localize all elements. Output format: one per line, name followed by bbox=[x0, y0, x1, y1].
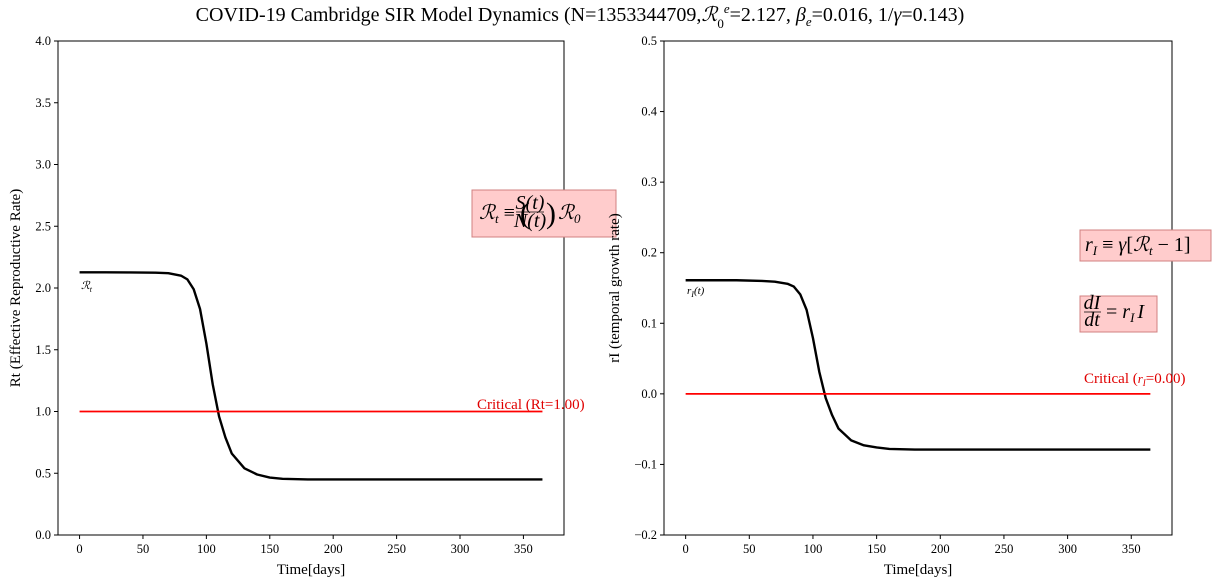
ri-x-tick-label: 150 bbox=[867, 542, 886, 556]
ri-y-tick-label: −0.1 bbox=[634, 457, 657, 471]
ri-curve-label: rI(t) bbox=[687, 285, 705, 299]
ri-axes-frame bbox=[663, 40, 1173, 536]
ri-x-tick-label: 250 bbox=[995, 542, 1014, 556]
rt-y-tick-label: 1.5 bbox=[35, 343, 51, 357]
figure-title: COVID-19 Cambridge SIR Model Dynamics (N… bbox=[196, 1, 965, 31]
rt-formula-denominator: N(t) bbox=[513, 210, 547, 232]
rt-axes-frame bbox=[57, 40, 565, 536]
ri-y-tick-label: −0.2 bbox=[634, 528, 657, 542]
ri-formula-box-2: dI dt = rI I bbox=[1079, 292, 1158, 333]
ri-x-tick-label: 200 bbox=[931, 542, 950, 556]
ri-formula-box-1-bg bbox=[1079, 229, 1212, 262]
ri-x-tick-label: 100 bbox=[804, 542, 823, 556]
ri-y-tick-label: 0.1 bbox=[641, 316, 657, 330]
rt-x-tick-label: 250 bbox=[387, 542, 406, 556]
rt-y-tick-label: 0.5 bbox=[35, 466, 51, 480]
rt-x-tick-label: 150 bbox=[260, 542, 279, 556]
ri-formula-1-text: rI ≡ γ[ℛt − 1] bbox=[1085, 234, 1191, 258]
rt-x-tick-label: 0 bbox=[76, 542, 82, 556]
ri-y-tick-label: 0.3 bbox=[641, 175, 657, 189]
rt-x-tick-label: 200 bbox=[324, 542, 343, 556]
rt-y-ticks: 0.0 0.5 1.0 1.5 2.0 2.5 3.0 3.5 4.0 bbox=[35, 34, 58, 542]
rt-y-tick-label: 3.5 bbox=[35, 96, 51, 110]
rt-formula-tail: ) ℛ0 bbox=[546, 197, 581, 230]
rt-panel: 0 50 100 150 200 250 300 350 0.0 0.5 1.0 1.5 2.0 2.5… bbox=[8, 34, 617, 578]
ri-y-axis-label: rI (temporal growth rate) bbox=[607, 213, 623, 363]
ri-y-tick-label: 0.4 bbox=[641, 105, 657, 119]
ri-formula-2-numerator: dI bbox=[1084, 292, 1102, 314]
rt-y-axis-label: Rt (Effective Reproductive Rate) bbox=[8, 189, 24, 387]
ri-series bbox=[685, 279, 1151, 451]
ri-panel: 0 50 100 150 200 250 300 350 −0.2 −0.1 0.0 0.1 0.2 0… bbox=[607, 34, 1212, 578]
ri-y-tick-label: 0.2 bbox=[641, 246, 657, 260]
rt-y-tick-label: 2.0 bbox=[35, 281, 51, 295]
rt-y-tick-label: 4.0 bbox=[35, 34, 51, 48]
rt-formula-numerator: S(t) bbox=[516, 192, 545, 214]
rt-y-tick-label: 3.0 bbox=[35, 158, 51, 172]
rt-x-ticks: 0 50 100 150 200 250 300 350 bbox=[76, 535, 533, 556]
rt-curve-label: ℛt bbox=[81, 280, 93, 294]
rt-y-tick-label: 2.5 bbox=[35, 219, 51, 233]
ri-x-tick-label: 300 bbox=[1058, 542, 1077, 556]
ri-x-axis-label: Time[days] bbox=[884, 562, 953, 578]
rt-curve-line bbox=[79, 271, 543, 481]
ri-y-tick-label: 0.0 bbox=[641, 387, 657, 401]
rt-x-tick-label: 350 bbox=[514, 542, 533, 556]
ri-y-ticks: −0.2 −0.1 0.0 0.1 0.2 0.3 0.4 0.5 bbox=[634, 34, 664, 542]
ri-formula-2-denominator: dt bbox=[1084, 309, 1100, 331]
rt-x-tick-label: 300 bbox=[451, 542, 470, 556]
ri-x-ticks: 0 50 100 150 200 250 300 350 bbox=[683, 535, 1141, 556]
ri-x-tick-label: 50 bbox=[743, 542, 756, 556]
rt-formula-box: ℛt ≡ ( S(t) N(t) ) ℛ0 bbox=[471, 189, 617, 238]
ri-formula-box-2-bg bbox=[1079, 295, 1158, 333]
rt-x-tick-label: 100 bbox=[197, 542, 216, 556]
rt-critical-label: Critical (Rt=1.00) bbox=[477, 397, 585, 413]
rt-x-tick-label: 50 bbox=[137, 542, 150, 556]
rt-x-axis-label: Time[days] bbox=[277, 562, 346, 578]
ri-x-tick-label: 350 bbox=[1122, 542, 1141, 556]
ri-critical-label: Critical (rI=0.00) bbox=[1084, 371, 1186, 388]
rt-y-tick-label: 1.0 bbox=[35, 405, 51, 419]
ri-formula-2-rhs: = rI I bbox=[1106, 301, 1145, 325]
rt-series bbox=[79, 271, 543, 481]
rt-formula-box-bg bbox=[471, 189, 617, 238]
ri-y-tick-label: 0.5 bbox=[641, 34, 657, 48]
ri-formula-box-1: rI ≡ γ[ℛt − 1] bbox=[1079, 229, 1212, 262]
ri-x-tick-label: 0 bbox=[683, 542, 689, 556]
ri-curve-line bbox=[685, 279, 1151, 451]
rt-y-tick-label: 0.0 bbox=[35, 528, 51, 542]
